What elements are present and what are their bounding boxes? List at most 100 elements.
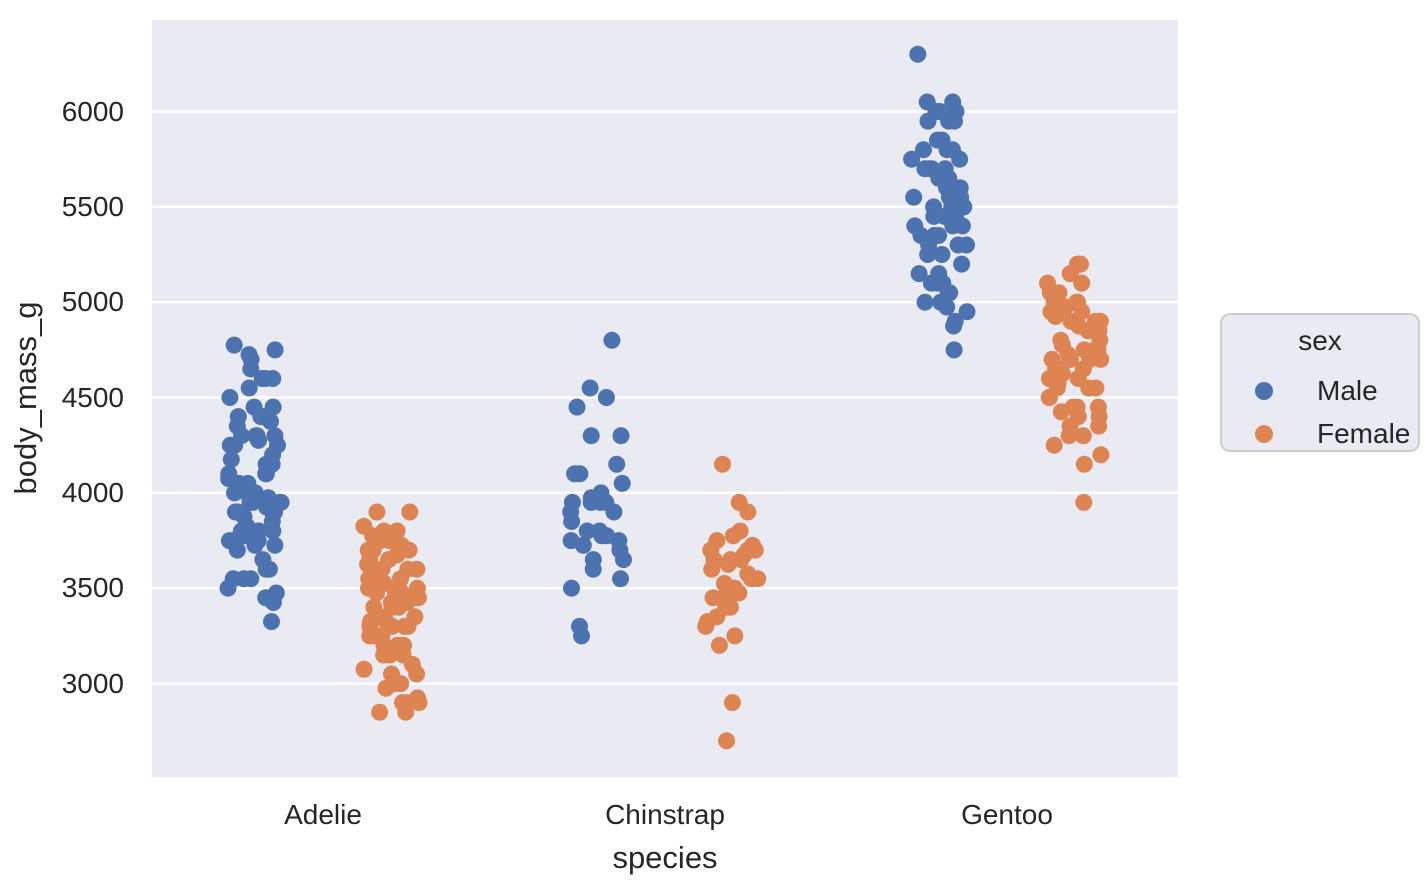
female-marker-icon (1255, 425, 1273, 443)
y-tick-label: 5000 (61, 286, 124, 318)
data-point (612, 570, 629, 588)
data-point (225, 336, 243, 354)
data-point (1039, 274, 1056, 292)
data-point (946, 312, 964, 330)
data-point (730, 493, 748, 511)
male-marker-icon (1255, 382, 1273, 400)
data-point (408, 579, 426, 597)
data-point (229, 408, 247, 426)
data-point (584, 551, 602, 569)
data-point (562, 532, 580, 550)
data-point (266, 341, 284, 359)
x-tick-label: Adelie (284, 799, 362, 830)
data-point (608, 455, 626, 473)
data-point (905, 188, 923, 206)
data-point (958, 303, 976, 321)
data-point (723, 694, 741, 712)
data-point (256, 370, 274, 387)
data-point (240, 379, 258, 397)
x-tick-label: Chinstrap (605, 799, 725, 830)
legend: sex Male Female (1220, 313, 1420, 452)
data-point (916, 293, 934, 311)
data-point (263, 613, 280, 631)
data-point (936, 160, 954, 178)
data-point (581, 379, 599, 397)
data-point (220, 465, 238, 483)
legend-entry-male: Male (1222, 374, 1378, 408)
data-point (388, 636, 406, 654)
data-point (582, 427, 600, 445)
data-point (1052, 331, 1070, 349)
data-point (910, 265, 928, 283)
data-point (722, 551, 739, 569)
x-tick-label: Gentoo (961, 799, 1053, 830)
data-point (394, 694, 411, 712)
data-point (571, 465, 589, 483)
data-point (612, 427, 630, 445)
data-point (224, 570, 242, 588)
data-point (355, 517, 373, 535)
data-point (229, 503, 247, 521)
data-point (923, 160, 941, 178)
data-point (906, 217, 924, 235)
legend-entry-label: Female (1317, 418, 1411, 449)
data-point (222, 451, 240, 468)
y-tick-label: 4500 (61, 381, 124, 413)
data-point (1072, 255, 1089, 273)
y-tick-label: 4000 (61, 476, 124, 508)
data-point (254, 551, 272, 569)
data-point (568, 398, 586, 416)
data-point (409, 689, 426, 707)
y-tick-label: 3000 (61, 667, 124, 699)
data-point (915, 141, 932, 159)
data-point (739, 565, 757, 583)
data-point (726, 627, 744, 645)
data-point (1073, 274, 1091, 292)
data-point (1045, 436, 1063, 454)
data-point (259, 489, 277, 507)
data-point (613, 474, 631, 492)
data-point (933, 131, 951, 149)
data-point (371, 703, 389, 721)
data-point (909, 45, 927, 63)
data-point (375, 522, 393, 540)
data-point (1069, 293, 1087, 311)
data-point (592, 484, 610, 502)
data-point (571, 617, 588, 635)
data-point (1074, 427, 1092, 445)
data-point (221, 389, 239, 406)
data-point (388, 522, 406, 540)
data-point (359, 541, 377, 559)
data-point (365, 598, 383, 616)
data-point (710, 636, 728, 654)
data-point (945, 341, 963, 359)
data-point (715, 575, 733, 592)
data-point (1089, 398, 1107, 416)
data-point (603, 331, 621, 349)
data-point (408, 560, 426, 578)
data-point (563, 493, 581, 511)
data-point (240, 346, 258, 364)
data-point (368, 503, 386, 521)
y-axis-label: body_mass_g (8, 301, 43, 495)
data-point (953, 255, 971, 273)
data-point (1091, 312, 1109, 330)
data-point (930, 265, 948, 283)
data-point (1087, 379, 1105, 397)
data-point (578, 522, 596, 540)
data-point (1043, 350, 1061, 368)
data-point (744, 536, 762, 554)
data-point (355, 660, 373, 678)
y-tick-label: 5500 (61, 190, 124, 222)
data-point (406, 608, 424, 626)
data-point (714, 455, 731, 473)
data-point (1068, 398, 1086, 416)
data-point (401, 503, 419, 521)
data-point (563, 579, 580, 597)
data-point (731, 522, 749, 540)
data-point (266, 536, 284, 554)
data-point (958, 236, 975, 254)
data-point (951, 179, 969, 197)
